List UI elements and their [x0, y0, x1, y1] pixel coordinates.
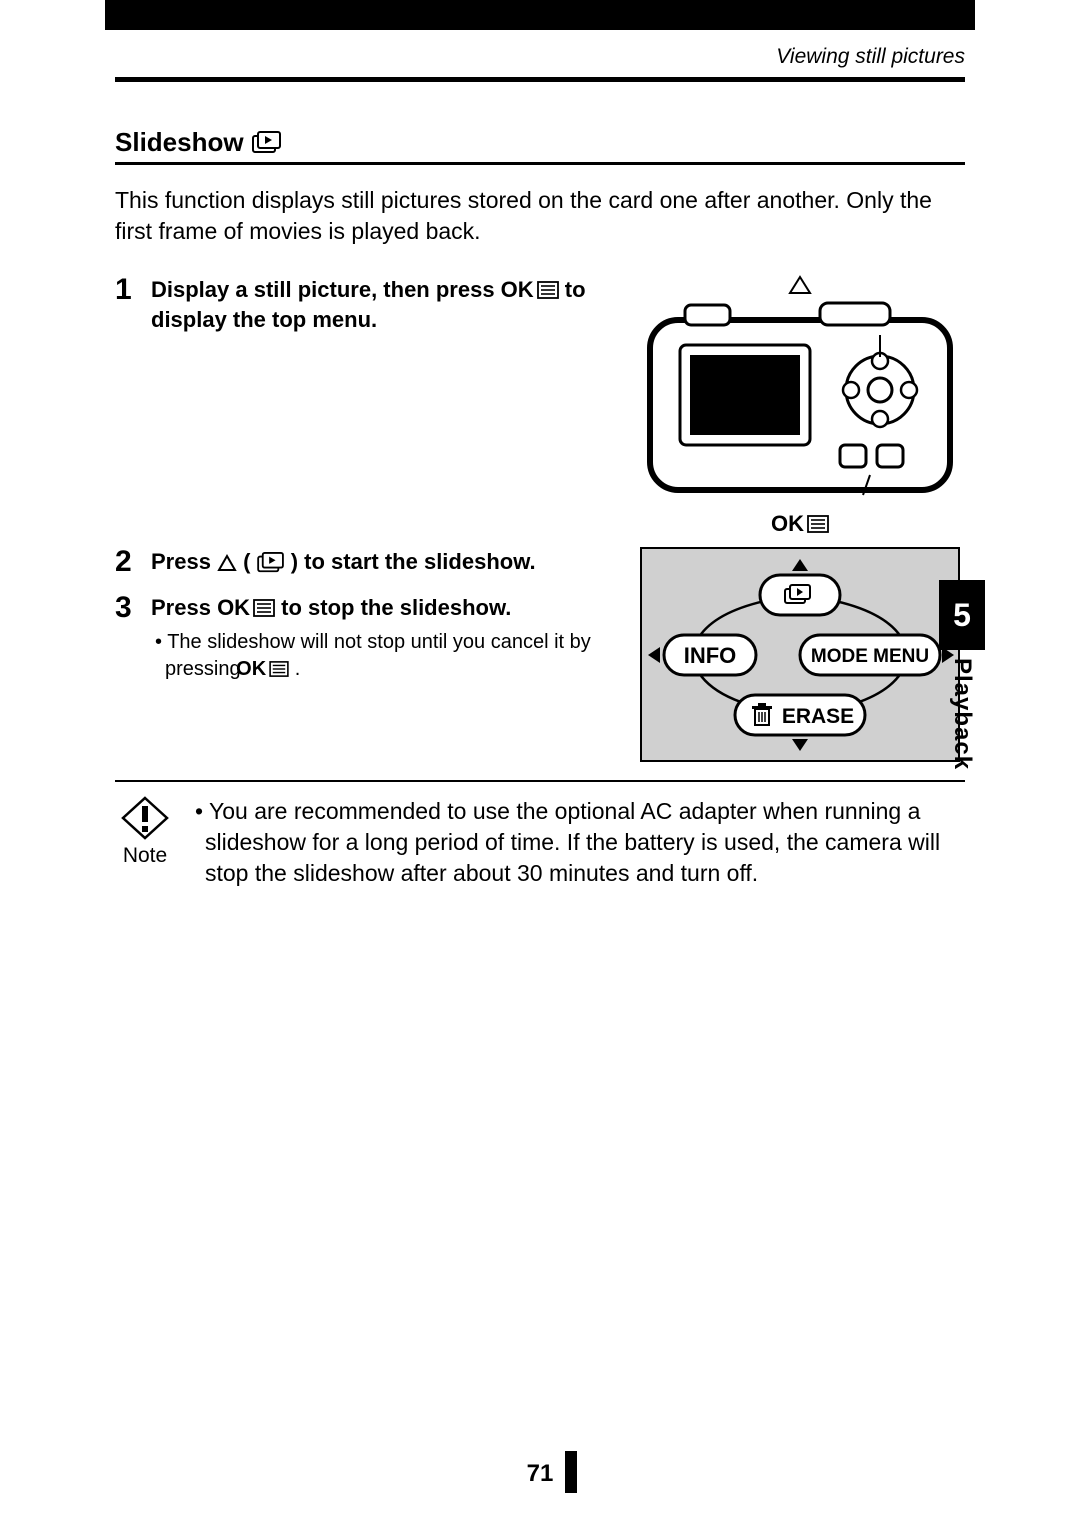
menu-right-label: MODE MENU: [811, 646, 929, 667]
note-text: You are recommended to use the optional …: [193, 796, 965, 889]
step-2: 2 Press ( ) to start the slideshow.: [115, 547, 617, 577]
page-content: Viewing still pictures Slideshow This fu…: [95, 30, 985, 889]
step-1: 1 Display a still picture, then press OK…: [115, 275, 617, 334]
page-number: 71: [0, 1460, 1080, 1488]
step-text: Press OK to stop the slideshow.: [151, 595, 511, 620]
ok-button-label: OK: [501, 275, 559, 305]
step-number: 3: [115, 593, 139, 683]
menu-bottom-label: ERASE: [782, 705, 854, 728]
menu-list-icon: [537, 281, 559, 299]
ok-button-label: OK: [246, 656, 289, 683]
up-triangle-icon: [217, 554, 237, 572]
camera-caption: OK: [771, 511, 829, 537]
note-warning-icon: [121, 796, 169, 840]
menu-list-icon: [253, 599, 275, 617]
step-3: 3 Press OK to stop the slideshow. The sl…: [115, 593, 617, 683]
menu-list-icon: [269, 661, 289, 677]
step-text: Press ( ) to start the slideshow.: [151, 549, 536, 574]
slideshow-icon: [257, 552, 285, 574]
chapter-side-tab: 5 Playback: [939, 580, 985, 770]
step-number: 2: [115, 547, 139, 577]
slideshow-icon: [252, 131, 282, 155]
menu-cross-diagram: INFO MODE MENU ERASE: [640, 547, 960, 762]
page-number-bar: [565, 1451, 577, 1493]
step-number: 1: [115, 275, 139, 334]
chapter-label: Playback: [948, 658, 976, 770]
menu-list-icon: [807, 515, 829, 533]
step-text: Display a still picture, then press OK t…: [151, 277, 586, 332]
note-label: Note: [123, 844, 167, 868]
header-rule: [115, 77, 965, 82]
ok-button-label: OK: [217, 593, 275, 623]
section-title: Slideshow: [115, 127, 965, 158]
chapter-number: 5: [939, 580, 985, 650]
menu-left-label: INFO: [684, 643, 737, 668]
camera-back-drawing: [645, 295, 955, 505]
note-block: Note You are recommended to use the opti…: [115, 796, 965, 889]
up-triangle-icon: [788, 275, 812, 295]
note-divider: [115, 780, 965, 782]
top-black-bar: [105, 0, 975, 30]
camera-illustration: OK: [640, 275, 960, 537]
step-subtext: The slideshow will not stop until you ca…: [151, 629, 617, 683]
section-rule: [115, 162, 965, 165]
section-title-text: Slideshow: [115, 127, 244, 158]
breadcrumb: Viewing still pictures: [115, 45, 965, 69]
intro-text: This function displays still pictures st…: [115, 185, 965, 247]
